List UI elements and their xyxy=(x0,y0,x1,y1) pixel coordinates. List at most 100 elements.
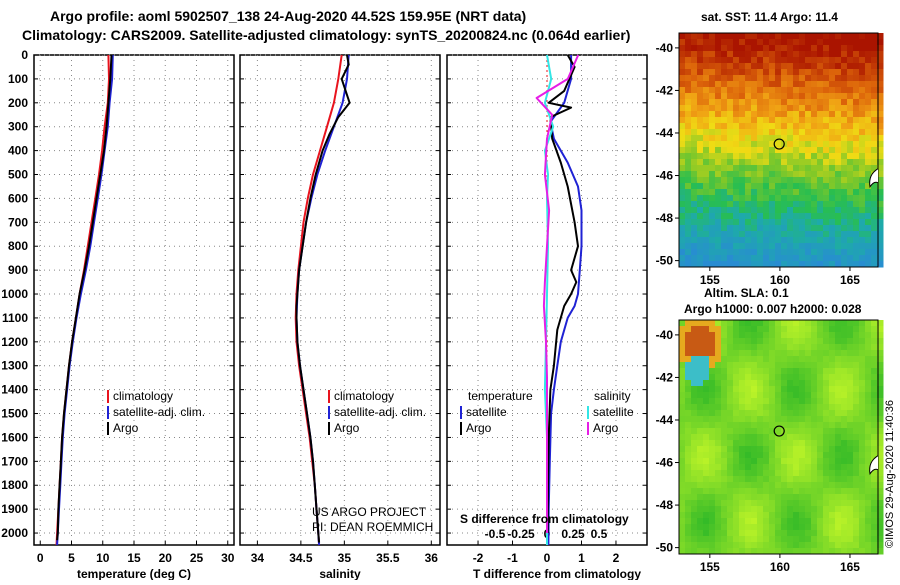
map-cell xyxy=(739,159,746,166)
map-cell xyxy=(805,350,812,357)
map-cell xyxy=(691,45,698,52)
map-cell xyxy=(745,183,752,190)
map-cell xyxy=(757,482,764,489)
map-cell xyxy=(721,69,728,76)
map-cell xyxy=(829,231,836,238)
map-cell xyxy=(859,147,866,154)
map-cell xyxy=(805,87,812,94)
map-cell xyxy=(685,500,692,507)
map-cell xyxy=(787,392,794,399)
map-cell xyxy=(793,470,800,477)
map-cell xyxy=(793,512,800,519)
map-cell xyxy=(805,476,812,483)
map-cell xyxy=(865,93,872,100)
map-cell xyxy=(679,237,686,244)
map-cell xyxy=(793,500,800,507)
map-cell xyxy=(817,410,824,417)
map-cell xyxy=(787,237,794,244)
map-cell xyxy=(787,464,794,471)
map-cell xyxy=(835,159,842,166)
map-cell xyxy=(823,87,830,94)
map-cell xyxy=(763,482,770,489)
map-cell xyxy=(757,428,764,435)
map-cell xyxy=(787,476,794,483)
map-cell xyxy=(733,494,740,501)
map-cell xyxy=(829,470,836,477)
map-cell xyxy=(721,500,728,507)
map-cell xyxy=(739,201,746,208)
map-cell xyxy=(685,542,692,549)
map-cell xyxy=(877,225,884,232)
map-cell xyxy=(865,219,872,226)
map-cell xyxy=(751,326,758,333)
map-cell xyxy=(691,326,698,333)
map-cell xyxy=(823,434,830,441)
map-cell xyxy=(751,153,758,160)
map-cell xyxy=(685,404,692,411)
map-cell xyxy=(811,147,818,154)
map-cell xyxy=(781,225,788,232)
map-cell xyxy=(799,512,806,519)
map-cell xyxy=(727,165,734,172)
map-cell xyxy=(787,231,794,238)
map-cell xyxy=(847,434,854,441)
map-cell xyxy=(703,362,710,369)
map-cell xyxy=(703,57,710,64)
map-cell xyxy=(781,81,788,88)
map-cell xyxy=(733,410,740,417)
map-cell xyxy=(697,338,704,345)
map-cell xyxy=(757,392,764,399)
map-cell xyxy=(877,386,884,393)
map-cell xyxy=(685,530,692,537)
map-cell xyxy=(763,129,770,136)
map-cell xyxy=(709,344,716,351)
map-cell xyxy=(697,494,704,501)
map-cell xyxy=(859,195,866,202)
map-cell xyxy=(691,111,698,118)
map-cell xyxy=(679,374,686,381)
map-cell xyxy=(841,362,848,369)
map-cell xyxy=(877,512,884,519)
map-cell xyxy=(787,500,794,507)
map-cell xyxy=(739,87,746,94)
map-cell xyxy=(715,434,722,441)
map-x-tick-label: 155 xyxy=(700,560,720,574)
map-cell xyxy=(685,374,692,381)
map-cell xyxy=(715,512,722,519)
map-cell xyxy=(679,422,686,429)
map-cell xyxy=(829,183,836,190)
map-cell xyxy=(793,75,800,82)
map-cell xyxy=(817,446,824,453)
map-cell xyxy=(787,45,794,52)
map-cell xyxy=(679,548,686,555)
map-cell xyxy=(805,153,812,160)
map-cell xyxy=(775,117,782,124)
map-cell xyxy=(739,195,746,202)
map-cell xyxy=(733,105,740,112)
map-cell xyxy=(859,237,866,244)
map-cell xyxy=(679,213,686,220)
map-cell xyxy=(841,45,848,52)
map-cell xyxy=(679,464,686,471)
map-cell xyxy=(769,207,776,214)
map-cell xyxy=(823,524,830,531)
map-cell xyxy=(853,183,860,190)
map-cell xyxy=(763,231,770,238)
map-cell xyxy=(835,518,842,525)
map-cell xyxy=(727,171,734,178)
map-cell xyxy=(877,243,884,250)
map-cell xyxy=(781,398,788,405)
map-cell xyxy=(829,530,836,537)
map-cell xyxy=(775,488,782,495)
map-cell xyxy=(679,39,686,46)
depth-tick-label: 300 xyxy=(8,120,28,134)
map-cell xyxy=(703,326,710,333)
map-cell xyxy=(829,195,836,202)
map-cell xyxy=(697,75,704,82)
map-cell xyxy=(715,255,722,262)
map-cell xyxy=(817,39,824,46)
map-cell xyxy=(853,518,860,525)
map-y-tick-label: -46 xyxy=(656,169,674,183)
map-cell xyxy=(751,464,758,471)
map-cell xyxy=(847,87,854,94)
